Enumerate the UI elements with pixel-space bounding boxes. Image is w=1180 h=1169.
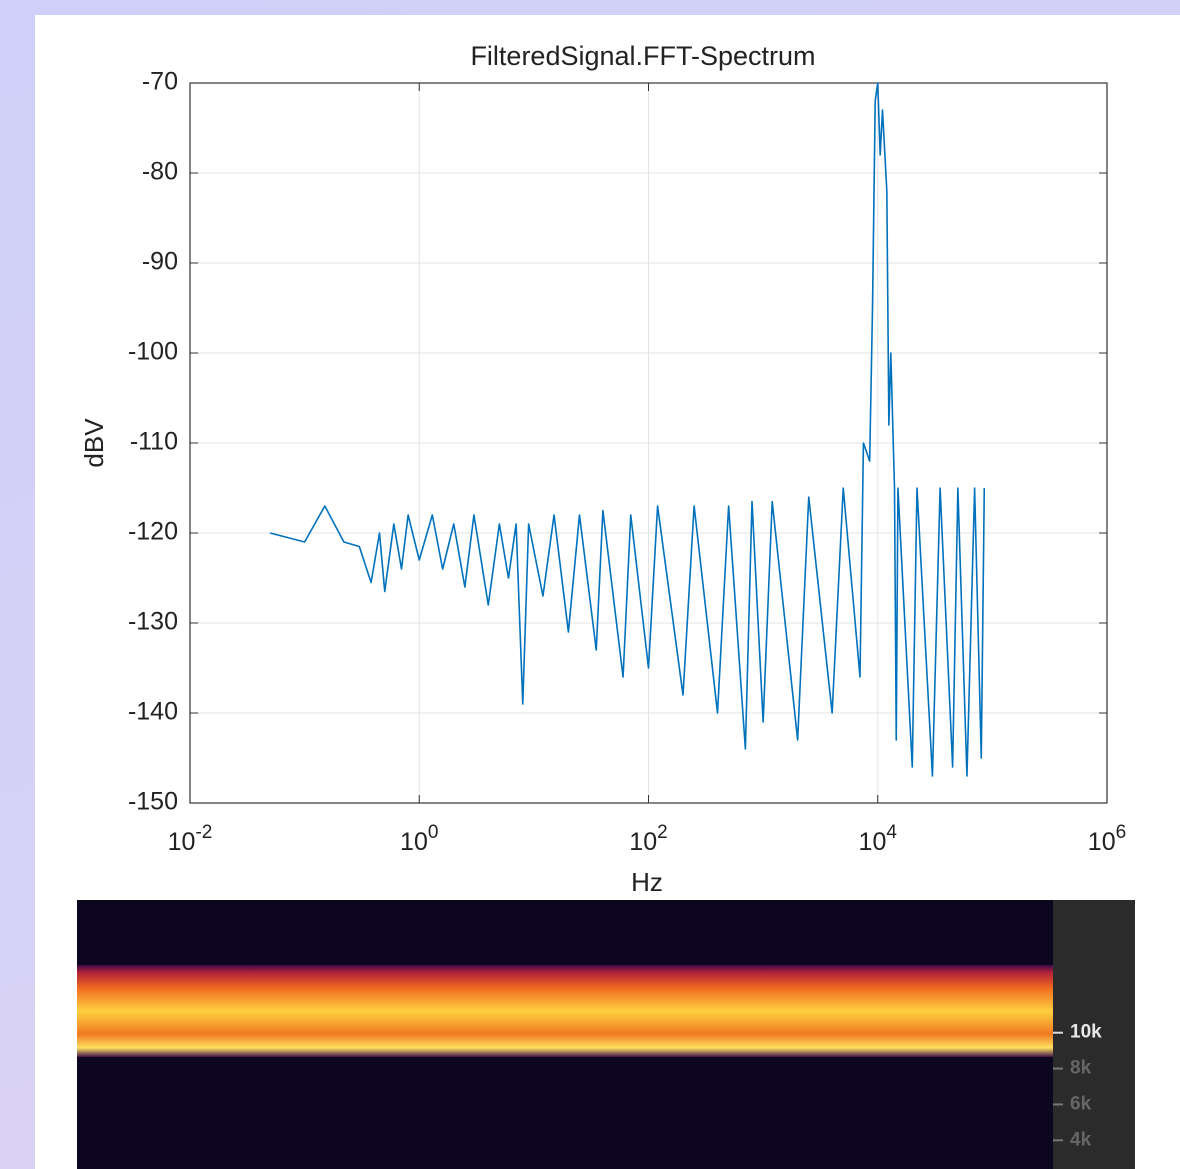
y-tick-label: -120	[128, 518, 178, 546]
y-tick-label: -140	[128, 698, 178, 726]
x-tick-label: 104	[859, 822, 898, 856]
x-tick-label: 100	[400, 822, 438, 856]
y-tick-label: -150	[128, 788, 178, 816]
axes-box	[189, 82, 1108, 804]
x-tick-label: 10-2	[168, 822, 213, 856]
spectrum-line	[269, 82, 986, 777]
y-tick-label: -80	[142, 158, 178, 186]
spectrogram-band	[77, 965, 1053, 1057]
y-tick-label: -130	[128, 608, 178, 636]
y-tick-label: -90	[142, 248, 178, 276]
x-tick-label: 102	[629, 822, 667, 856]
y-tick-label: -70	[142, 68, 178, 96]
y-tick-label: 6k	[1070, 1093, 1092, 1114]
frequency-axis-strip	[1053, 900, 1135, 1169]
y-tick-label: -110	[130, 428, 178, 456]
y-tick-label: 10k	[1070, 1022, 1102, 1043]
x-axis-label: Hz	[631, 867, 663, 897]
spectrum-plot: -150 -140 -130 -120 -110 -100 -90 -80 -70 10-2 100…	[128, 68, 1126, 856]
y-tick-label: -100	[128, 338, 178, 366]
x-tick-label: 106	[1088, 822, 1126, 856]
y-axis-label: dBV	[79, 418, 109, 468]
chart-title: FilteredSignal.FFT-Spectrum	[470, 41, 815, 71]
spectrogram: 10k 8k 6k 4k	[77, 900, 1135, 1169]
y-tick-label: 4k	[1070, 1129, 1092, 1150]
y-tick-label: 8k	[1070, 1058, 1092, 1079]
